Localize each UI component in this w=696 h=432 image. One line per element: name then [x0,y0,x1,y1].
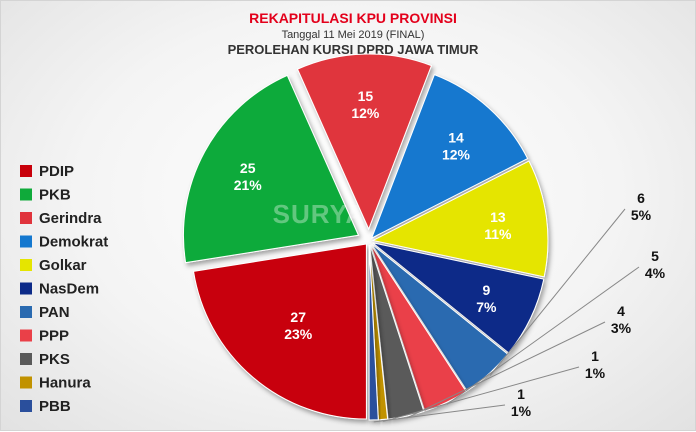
pie-slice-pks [369,244,425,420]
data-label-percent-ppp: 4% [645,265,666,281]
data-label-seats-demokrat: 14 [448,129,464,145]
pie-slice-demokrat [370,74,529,240]
data-label-seats-pdip: 27 [290,309,306,325]
legend-swatch-hanura [20,376,32,389]
legend-swatch-ppp [20,329,32,342]
data-label-percent-pdip: 23% [284,326,313,342]
data-label-percent-pbb: 1% [511,403,532,419]
pie-slice-pbb [368,244,379,421]
legend-swatch-pkb [20,188,32,201]
legend-label-pkb: PKB [39,187,71,204]
legend-label-ppp: PPP [39,328,69,345]
data-label-seats-hanura: 1 [591,348,599,364]
chart-subtitle-2: PEROLEHAN KURSI DPRD JAWA TIMUR [228,42,479,57]
leader-line-pbb [373,404,506,423]
chart-title: REKAPITULASI KPU PROVINSI [249,10,457,26]
legend-label-hanura: Hanura [39,375,91,392]
legend-label-demokrat: Demokrat [39,234,108,251]
data-label-percent-pan: 5% [631,207,652,223]
data-label-seats-gerindra: 15 [358,88,374,104]
data-label-percent-pkb: 21% [234,177,263,193]
watermark-text: SURYA [273,199,366,229]
legend-label-nasdem: NasDem [39,281,99,298]
legend-label-pbb: PBB [39,398,71,415]
leader-line-pan [489,208,626,376]
legend-label-golkar: Golkar [39,257,87,274]
legend-swatch-gerindra [20,212,32,224]
data-label-seats-pan: 6 [637,190,645,206]
leader-line-ppp [446,266,640,405]
data-label-percent-hanura: 1% [585,365,606,381]
data-label-percent-demokrat: 12% [442,146,471,162]
data-label-seats-nasdem: 9 [482,282,490,298]
data-label-percent-gerindra: 12% [351,105,380,121]
leader-line-pks [406,321,606,419]
data-label-seats-golkar: 13 [490,209,506,225]
legend-swatch-pdip [20,165,32,177]
data-label-seats-ppp: 5 [651,248,659,264]
pie-slice-ppp [370,244,467,412]
legend-swatch-pan [20,306,32,318]
slice-labels: 2723%2521%1512%1412%1311%97%65%54%43%11%… [234,88,666,419]
leader-lines [373,208,640,423]
legend-swatch-pks [20,353,32,365]
legend-swatch-demokrat [20,235,32,248]
legend-swatch-golkar [20,259,32,271]
pie-slice-pdip [192,243,367,420]
legend-label-pks: PKS [39,351,70,368]
legend: PDIP PKB Gerindra Demokrat Golkar NasDem PAN PP… [20,163,108,415]
pie-slice-pkb [183,74,360,264]
pie-slice-golkar [371,160,549,278]
data-label-seats-pks: 4 [617,303,625,319]
pie-slices [183,53,549,421]
data-label-seats-pbb: 1 [517,386,525,402]
legend-label-gerindra: Gerindra [39,210,102,227]
pie-slice-gerindra [296,53,433,231]
data-label-percent-nasdem: 7% [476,299,497,315]
legend-label-pdip: PDIP [39,163,74,180]
data-label-percent-golkar: 11% [484,226,512,242]
legend-label-pan: PAN [39,304,70,321]
leader-line-hanura [383,366,580,422]
data-label-seats-pkb: 25 [240,160,256,176]
chart-subtitle: Tanggal 11 Mei 2019 (FINAL) [282,29,425,41]
data-label-percent-pks: 3% [611,320,632,336]
legend-swatch-nasdem [20,282,32,295]
legend-swatch-pbb [20,400,32,412]
